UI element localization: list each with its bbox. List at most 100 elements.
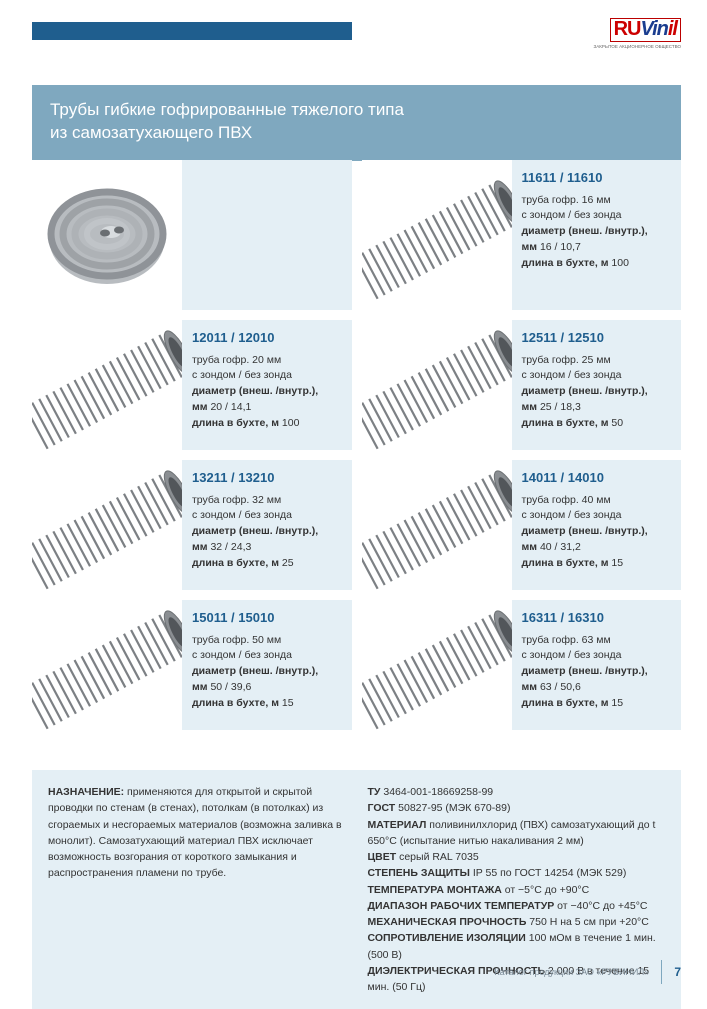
- len-val: 50: [611, 417, 623, 429]
- spec-line: ТЕМПЕРАТУРА МОНТАЖА от −5°С до +90°С: [368, 882, 666, 898]
- logo-part-vin: Vin: [641, 18, 668, 40]
- product-code: 14011 / 14010: [522, 468, 648, 488]
- diam-prefix: мм: [522, 401, 540, 413]
- spec-purpose-label: НАЗНАЧЕНИЕ:: [48, 786, 124, 798]
- spec-key: СТЕПЕНЬ ЗАЩИТЫ: [368, 867, 470, 879]
- diam-label: диаметр (внеш. /внутр.),: [522, 665, 648, 677]
- product-info: 16311 / 16310 труба гофр. 63 ммс зондом /…: [512, 600, 656, 730]
- product-card: 14011 / 14010труба гофр. 40 ммс зондом /…: [362, 460, 682, 590]
- product-image: [32, 460, 182, 590]
- spec-col-left: НАЗНАЧЕНИЕ: применяются для открытой и с…: [48, 784, 346, 995]
- spec-val: IP 55 по ГОСТ 14254 (МЭК 529): [470, 867, 626, 879]
- product-desc: труба гофр. 20 мм: [192, 353, 318, 369]
- spec-val: от −40°С до +45°С: [554, 900, 647, 912]
- product-card: 16311 / 16310 труба гофр. 63 ммс зондом /…: [362, 600, 682, 730]
- logo-part-ru: RU: [614, 18, 641, 40]
- product-card: 15011 / 15010 труба гофр. 50 ммс зондом /…: [32, 600, 352, 730]
- product-probe: с зондом / без зонда: [192, 368, 318, 384]
- len-val: 100: [282, 417, 300, 429]
- len-label: длина в бухте, м: [522, 697, 609, 709]
- product-code: 15011 / 15010: [192, 608, 318, 628]
- product-desc: труба гофр. 40 мм: [522, 493, 648, 509]
- spec-key: МАТЕРИАЛ: [368, 819, 427, 831]
- product-info: 11611 / 11610 труба гофр. 16 мм с зондом…: [512, 160, 656, 310]
- product-image: [362, 460, 512, 590]
- diam-val: 16 / 10,7: [540, 241, 581, 253]
- len-label: длина в бухте, м: [192, 697, 279, 709]
- brand-logo: RUVinil: [610, 18, 681, 42]
- spec-val: от −5°С до +90°С: [502, 884, 589, 896]
- diam-val: 40 / 31,2: [540, 541, 581, 553]
- product-card: 11611 / 11610 труба гофр. 16 мм с зондом…: [362, 160, 682, 310]
- spec-key: ЦВЕТ: [368, 851, 397, 863]
- product-desc: труба гофр. 16 мм: [522, 193, 648, 209]
- logo-subtitle: ЗАКРЫТОЕ АКЦИОНЕРНОЕ ОБЩЕСТВО: [594, 44, 681, 49]
- footer-text: Каталог продукции ЗАО «РУВИНИЛ»: [494, 967, 649, 977]
- product-image: [32, 320, 182, 450]
- diam-prefix: мм: [192, 541, 210, 553]
- product-code: 11611 / 11610: [522, 168, 648, 188]
- product-desc: труба гофр. 32 мм: [192, 493, 318, 509]
- len-val: 15: [611, 697, 623, 709]
- spec-line: ТУ 3464-001-18669258-99: [368, 784, 666, 800]
- diam-prefix: мм: [522, 681, 540, 693]
- diam-val: 50 / 39,6: [210, 681, 251, 693]
- spec-line: МАТЕРИАЛ поливинилхлорид (ПВХ) самозатух…: [368, 817, 666, 850]
- spec-val: 750 Н на 5 см при +20°С: [526, 916, 648, 928]
- product-image: [362, 320, 512, 450]
- product-image-coil: [32, 160, 182, 310]
- diam-prefix: мм: [192, 681, 210, 693]
- diam-val: 20 / 14,1: [210, 401, 251, 413]
- diam-val: 25 / 18,3: [540, 401, 581, 413]
- diam-label: диаметр (внеш. /внутр.),: [522, 225, 648, 237]
- logo-part-il: il: [668, 18, 677, 40]
- len-val: 15: [282, 697, 294, 709]
- product-info: 14011 / 14010труба гофр. 40 ммс зондом /…: [512, 460, 656, 590]
- spec-key: ГОСТ: [368, 802, 396, 814]
- len-label: длина в бухте, м: [192, 557, 279, 569]
- product-image: [362, 160, 512, 310]
- diam-val: 63 / 50,6: [540, 681, 581, 693]
- product-card: 12511 / 12510труба гофр. 25 ммс зондом /…: [362, 320, 682, 450]
- product-card: 12011 / 12010труба гофр. 20 ммс зондом /…: [32, 320, 352, 450]
- len-val: 15: [611, 557, 623, 569]
- spec-key: ДИАПАЗОН РАБОЧИХ ТЕМПЕРАТУР: [368, 900, 555, 912]
- len-val: 100: [611, 257, 629, 269]
- page-number: 7: [674, 965, 681, 979]
- product-probe: с зондом / без зонда: [522, 648, 648, 664]
- spec-key: СОПРОТИВЛЕНИЕ ИЗОЛЯЦИИ: [368, 932, 526, 944]
- len-label: длина в бухте, м: [522, 557, 609, 569]
- diam-label: диаметр (внеш. /внутр.),: [192, 385, 318, 397]
- product-code: 13211 / 13210: [192, 468, 318, 488]
- product-desc: труба гофр. 50 мм: [192, 633, 318, 649]
- product-probe: с зондом / без зонда: [192, 508, 318, 524]
- diam-label: диаметр (внеш. /внутр.),: [522, 525, 648, 537]
- spec-key: МЕХАНИЧЕСКАЯ ПРОЧНОСТЬ: [368, 916, 527, 928]
- page-footer: Каталог продукции ЗАО «РУВИНИЛ» 7: [494, 960, 681, 984]
- spec-line: СОПРОТИВЛЕНИЕ ИЗОЛЯЦИИ 100 мОм в течение…: [368, 930, 666, 963]
- spec-key: ТУ: [368, 786, 381, 798]
- product-probe: с зондом / без зонда: [192, 648, 318, 664]
- title-text: Трубы гибкие гофрированные тяжелого типа…: [50, 100, 404, 142]
- product-code: 16311 / 16310: [522, 608, 648, 628]
- spec-line: МЕХАНИЧЕСКАЯ ПРОЧНОСТЬ 750 Н на 5 см при…: [368, 914, 666, 930]
- page-title: Трубы гибкие гофрированные тяжелого типа…: [32, 85, 681, 161]
- product-image: [362, 600, 512, 730]
- product-desc: труба гофр. 63 мм: [522, 633, 648, 649]
- len-label: длина в бухте, м: [522, 257, 609, 269]
- product-info: 15011 / 15010 труба гофр. 50 ммс зондом /…: [182, 600, 326, 730]
- product-card-coil: [32, 160, 352, 310]
- len-label: длина в бухте, м: [522, 417, 609, 429]
- spec-val: 50827-95 (МЭК 670-89): [395, 802, 510, 814]
- diam-label: диаметр (внеш. /внутр.),: [192, 665, 318, 677]
- product-card: 13211 / 13210 труба гофр. 32 ммс зондом /…: [32, 460, 352, 590]
- spec-line: ГОСТ 50827-95 (МЭК 670-89): [368, 800, 666, 816]
- spec-line: ДИАПАЗОН РАБОЧИХ ТЕМПЕРАТУР от −40°С до …: [368, 898, 666, 914]
- product-info: 13211 / 13210 труба гофр. 32 ммс зондом /…: [182, 460, 326, 590]
- product-grid: 11611 / 11610 труба гофр. 16 мм с зондом…: [32, 160, 681, 740]
- product-desc: труба гофр. 25 мм: [522, 353, 648, 369]
- diam-prefix: мм: [522, 541, 540, 553]
- len-label: длина в бухте, м: [192, 417, 279, 429]
- product-image: [32, 600, 182, 730]
- spec-line: ЦВЕТ серый RAL 7035: [368, 849, 666, 865]
